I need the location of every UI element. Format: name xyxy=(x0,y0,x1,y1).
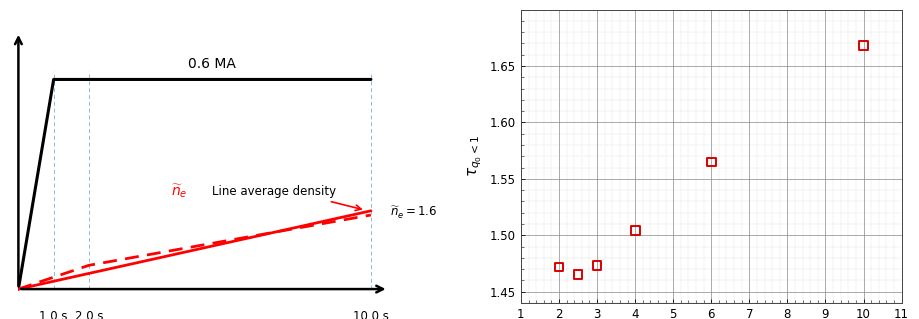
Text: 10.0 s: 10.0 s xyxy=(353,310,389,319)
Point xyxy=(551,264,566,270)
Text: Line average density: Line average density xyxy=(212,185,336,198)
Text: $\widetilde{n}_e = 1.6$: $\widetilde{n}_e = 1.6$ xyxy=(390,205,437,221)
Point xyxy=(589,263,604,268)
Text: 0.6 MA: 0.6 MA xyxy=(188,57,236,71)
Point xyxy=(627,228,641,234)
Point xyxy=(570,272,584,278)
Point xyxy=(856,43,870,48)
Text: $\widetilde{n}_e$: $\widetilde{n}_e$ xyxy=(171,182,187,200)
Y-axis label: $\tau_{q_0<1}$: $\tau_{q_0<1}$ xyxy=(466,135,483,177)
Text: 2.0 s: 2.0 s xyxy=(74,310,103,319)
Text: 1.0 s: 1.0 s xyxy=(40,310,68,319)
Point xyxy=(703,160,718,165)
